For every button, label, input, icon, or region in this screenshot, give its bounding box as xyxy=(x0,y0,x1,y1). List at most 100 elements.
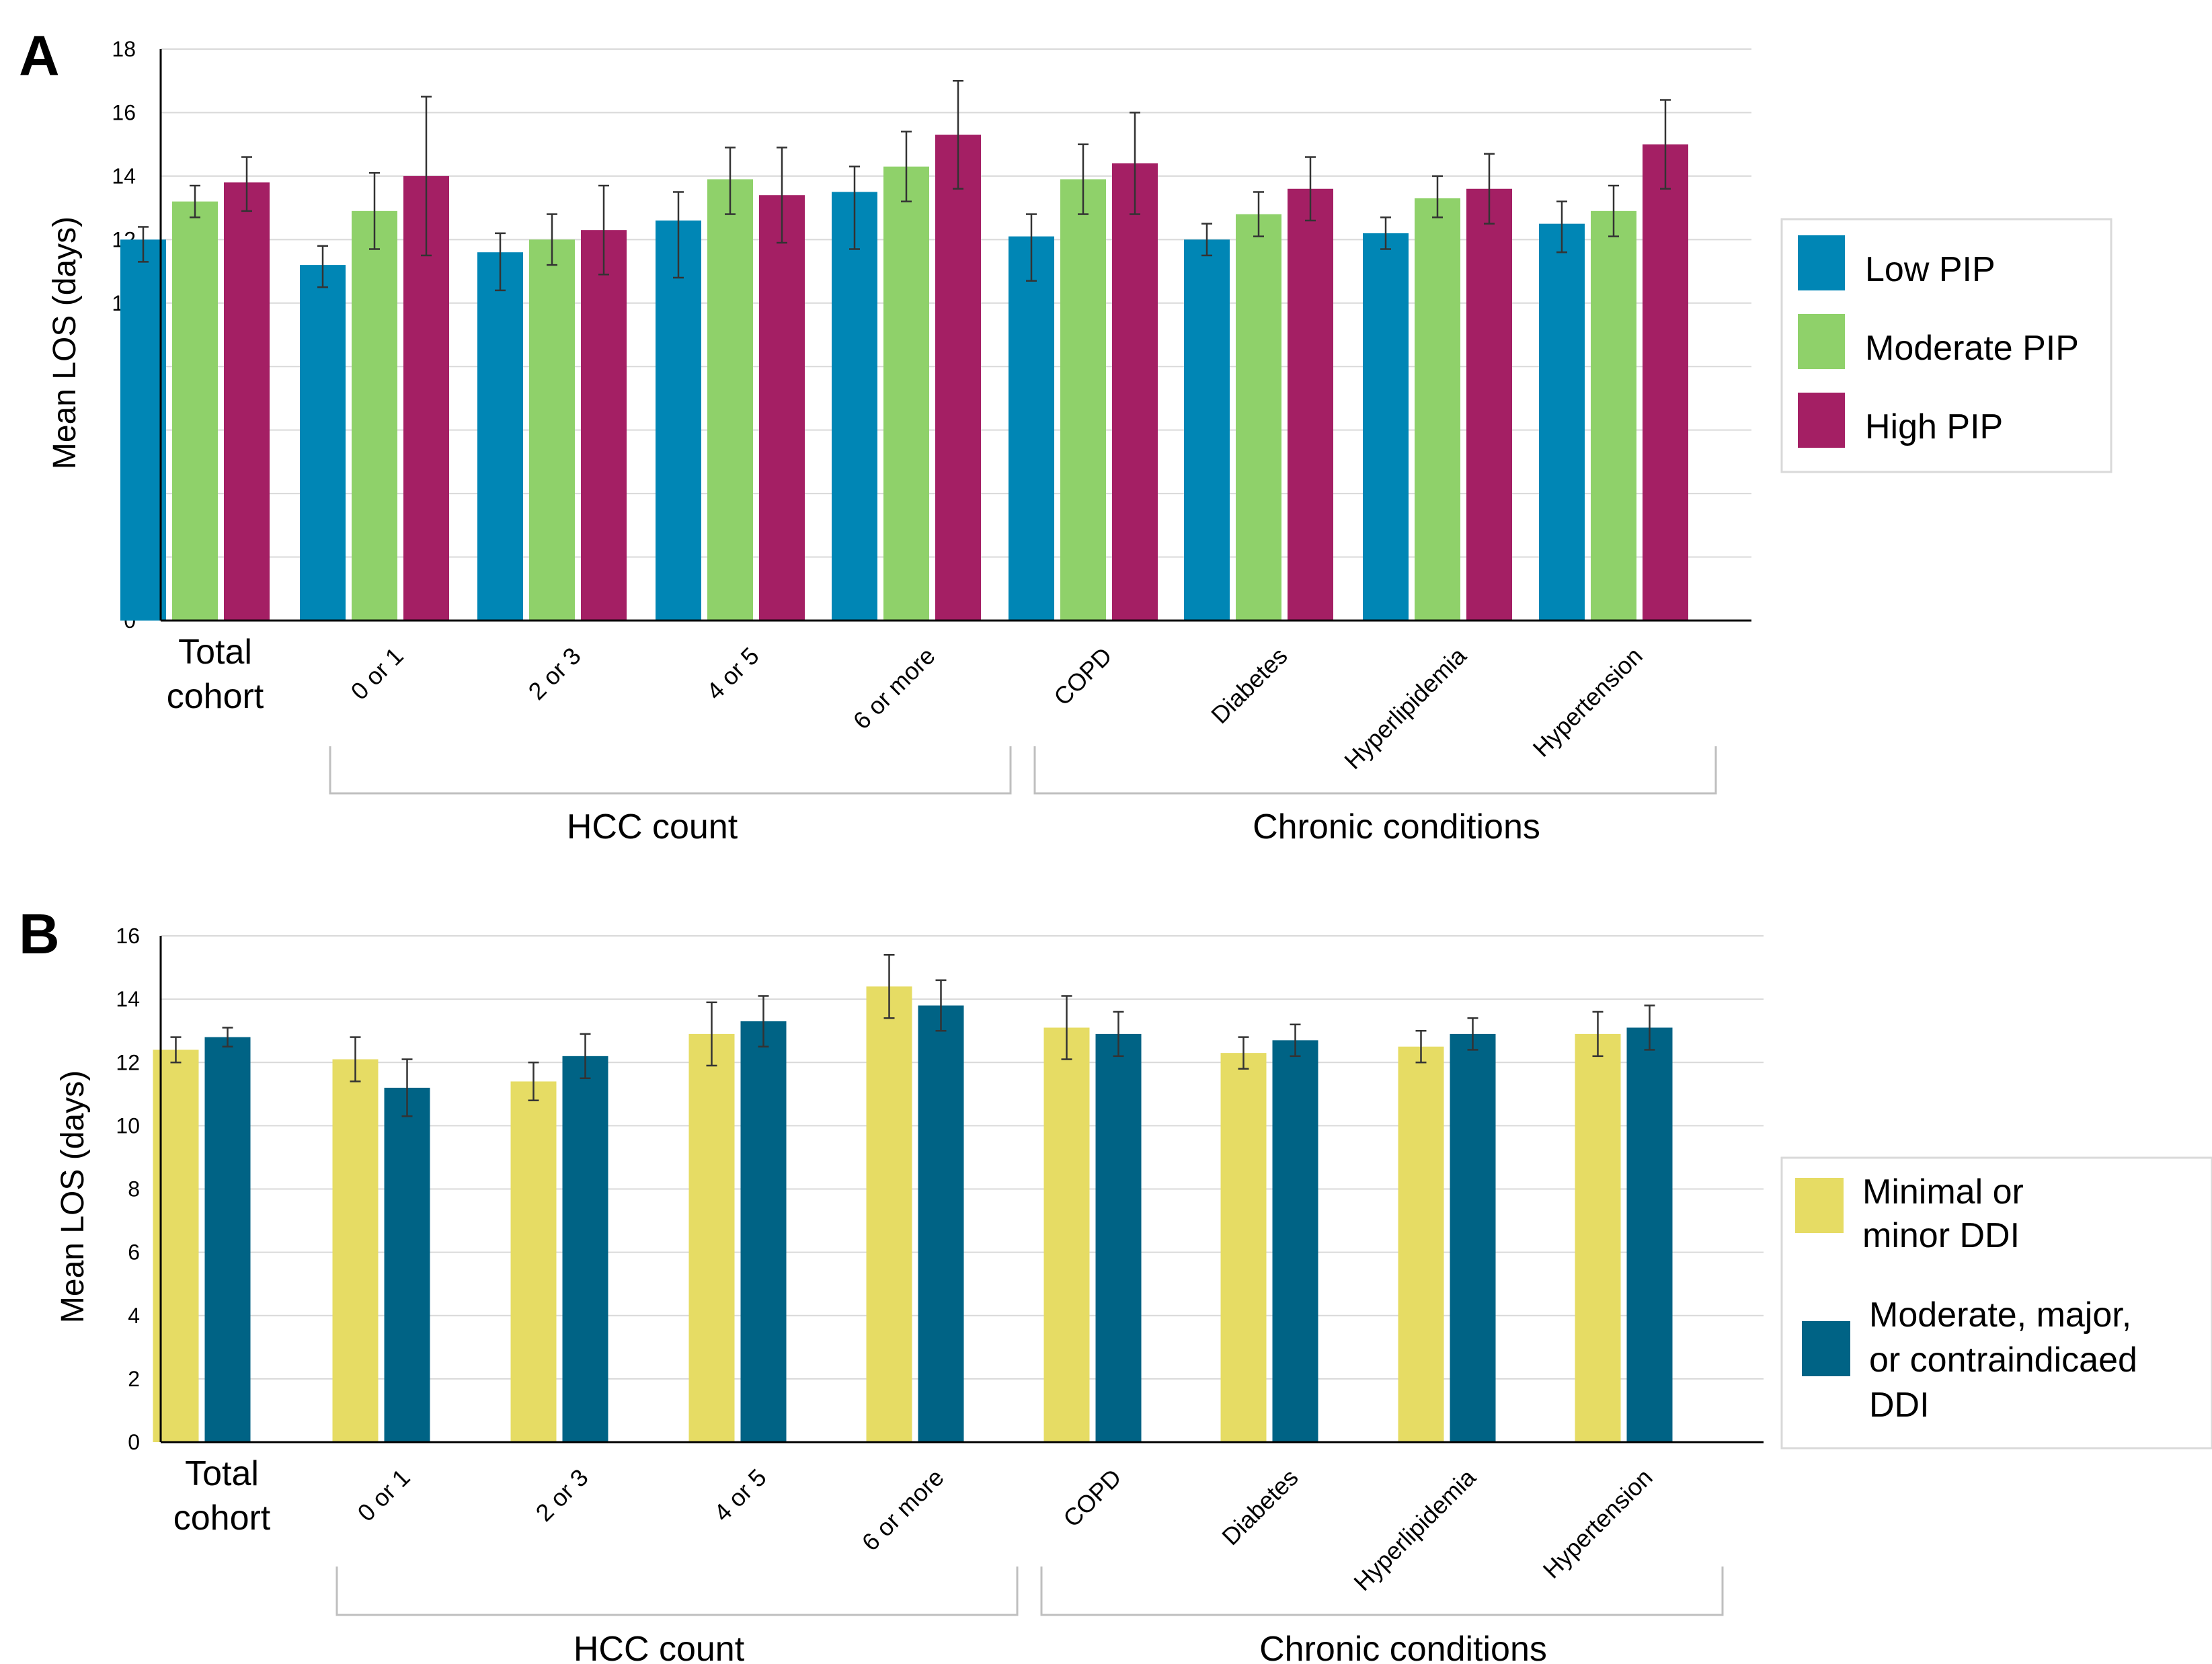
y-tick-label: 18 xyxy=(112,37,136,61)
bar-high-pip-total-cohort xyxy=(224,182,270,621)
y-axis-label: Mean LOS (days) xyxy=(55,1070,91,1323)
y-tick-label: 2 xyxy=(128,1367,140,1391)
bar-moderate-pip-2-or-3 xyxy=(529,239,575,621)
bar-high-pip-hyperlipidemia xyxy=(1466,188,1512,621)
bar-high-pip-copd xyxy=(1112,163,1158,621)
legend-swatch-minimal-or-minor-ddi xyxy=(1795,1178,1844,1233)
chart-panel-b: B 0 2 4 6 8 10 12 14 16 Mean LOS (days) Total cohort… xyxy=(19,902,2212,1664)
error-bar-moderate-major-or-contraindicaed-ddi-6-or-more xyxy=(935,979,947,1032)
bar-low-pip-2-or-3 xyxy=(477,252,523,621)
error-bar-moderate-major-or-contraindicaed-ddi-diabetes xyxy=(1290,1023,1301,1058)
x-category-label: Diabetes xyxy=(1206,642,1292,729)
y-tick-label: 16 xyxy=(116,924,140,948)
error-bar-low-pip-4-or-5 xyxy=(673,191,684,279)
x-category-label: 2 or 3 xyxy=(530,1464,594,1527)
bar-low-pip-diabetes xyxy=(1184,239,1230,621)
y-tick-label: 8 xyxy=(128,1177,140,1201)
x-category-label: COPD xyxy=(1048,642,1117,711)
error-bar-moderate-major-or-contraindicaed-ddi-4-or-5 xyxy=(758,995,769,1047)
panel-label: B xyxy=(19,902,60,965)
bar-minimal-or-minor-ddi-0-or-1 xyxy=(332,1059,379,1442)
x-category-label: Hyperlipidemia xyxy=(1339,641,1472,775)
legend-label-line: minor DDI xyxy=(1862,1216,2020,1255)
error-bar-low-pip-copd xyxy=(1026,213,1037,282)
error-bar-low-pip-0-or-1 xyxy=(317,245,328,288)
bar-minimal-or-minor-ddi-6-or-more xyxy=(866,986,912,1442)
bar-high-pip-4-or-5 xyxy=(759,195,805,621)
bar-minimal-or-minor-ddi-copd xyxy=(1043,1027,1090,1442)
y-axis-label: Mean LOS (days) xyxy=(47,216,83,469)
y-tick-label: 14 xyxy=(116,987,140,1011)
group-label-hcc-count: HCC count xyxy=(567,807,738,846)
x-category-label: Hyperlipidemia xyxy=(1348,1463,1481,1596)
bar-moderate-pip-total-cohort xyxy=(172,201,218,621)
error-bar-moderate-pip-copd xyxy=(1078,143,1089,215)
error-bar-moderate-major-or-contraindicaed-ddi-2-or-3 xyxy=(580,1033,591,1080)
error-bar-moderate-pip-diabetes xyxy=(1253,191,1264,237)
error-bar-minimal-or-minor-ddi-0-or-1 xyxy=(350,1036,361,1082)
bar-moderate-pip-hyperlipidemia xyxy=(1415,198,1460,621)
x-category-label: Total cohort xyxy=(167,633,264,716)
bar-moderate-major-or-contraindicaed-ddi-4-or-5 xyxy=(740,1021,787,1442)
y-tick-label: 0 xyxy=(128,1430,140,1454)
error-bar-low-pip-2-or-3 xyxy=(495,232,506,292)
bar-high-pip-hypertension xyxy=(1643,144,1688,621)
error-bar-high-pip-total-cohort xyxy=(241,156,252,212)
legend: Minimal or minor DDI Moderate, major, or co… xyxy=(1780,1156,2212,1450)
y-tick-label: 10 xyxy=(116,1113,140,1138)
error-bar-moderate-major-or-contraindicaed-ddi-hyperlipidemia xyxy=(1467,1017,1478,1051)
error-bar-minimal-or-minor-ddi-total-cohort xyxy=(170,1036,182,1064)
error-bar-moderate-pip-6-or-more xyxy=(901,130,912,202)
error-bar-moderate-pip-total-cohort xyxy=(190,184,200,219)
bar-moderate-major-or-contraindicaed-ddi-2-or-3 xyxy=(562,1056,608,1442)
error-bar-minimal-or-minor-ddi-copd xyxy=(1061,995,1072,1060)
bar-moderate-major-or-contraindicaed-ddi-hyperlipidemia xyxy=(1450,1033,1496,1442)
legend-label-line: or contraindicaed xyxy=(1869,1341,2137,1380)
panel-label: A xyxy=(19,24,60,87)
x-category-label: 0 or 1 xyxy=(352,1464,416,1527)
legend-label-moderate-major-or-contraindicaed-ddi: Moderate, major, or contraindicaed DDI xyxy=(1869,1296,2137,1425)
error-bar-moderate-major-or-contraindicaed-ddi-copd xyxy=(1113,1011,1124,1058)
error-bar-high-pip-6-or-more xyxy=(953,79,963,190)
error-bar-minimal-or-minor-ddi-diabetes xyxy=(1238,1036,1249,1070)
bar-low-pip-hyperlipidemia xyxy=(1363,233,1409,621)
error-bar-moderate-major-or-contraindicaed-ddi-total-cohort xyxy=(222,1027,233,1047)
x-category-label: 4 or 5 xyxy=(701,642,764,705)
x-category-label: 6 or more xyxy=(857,1464,949,1556)
legend-swatch-high-pip xyxy=(1798,393,1845,448)
error-bar-moderate-pip-2-or-3 xyxy=(547,213,557,266)
legend-label-line: Moderate, major, xyxy=(1869,1296,2131,1335)
group-bracket-hcc-count xyxy=(329,746,1012,795)
bar-low-pip-4-or-5 xyxy=(656,221,701,621)
group-bracket-hcc-count xyxy=(335,1567,1019,1616)
y-tick-label: 12 xyxy=(116,1050,140,1074)
legend: Low PIP Moderate PIP High PIP xyxy=(1780,218,2112,473)
legend-swatch-moderate-pip xyxy=(1798,314,1845,369)
bar-low-pip-0-or-1 xyxy=(300,265,346,621)
x-category-label: COPD xyxy=(1058,1464,1127,1533)
x-category-label: Total cohort xyxy=(173,1454,271,1538)
error-bar-low-pip-total-cohort xyxy=(138,226,149,263)
error-bar-low-pip-hypertension xyxy=(1556,200,1567,253)
error-bar-moderate-major-or-contraindicaed-ddi-0-or-1 xyxy=(401,1058,413,1117)
x-category-label-line: Total xyxy=(185,1454,259,1493)
legend-box xyxy=(1780,1156,2212,1450)
bar-moderate-major-or-contraindicaed-ddi-total-cohort xyxy=(204,1037,251,1442)
error-bar-moderate-major-or-contraindicaed-ddi-hypertension xyxy=(1644,1004,1655,1051)
x-category-label-line: Total xyxy=(178,633,252,672)
bar-moderate-major-or-contraindicaed-ddi-diabetes xyxy=(1272,1040,1318,1442)
error-bar-moderate-pip-4-or-5 xyxy=(725,147,736,215)
group-label-hcc-count: HCC count xyxy=(574,1630,745,1664)
error-bar-low-pip-diabetes xyxy=(1201,223,1212,257)
error-bar-high-pip-copd xyxy=(1130,112,1140,215)
bar-moderate-major-or-contraindicaed-ddi-6-or-more xyxy=(918,1005,964,1442)
bar-moderate-pip-copd xyxy=(1060,179,1106,621)
group-bracket-chronic-conditions xyxy=(1040,1567,1724,1616)
error-bar-moderate-pip-hyperlipidemia xyxy=(1432,175,1443,219)
group-bracket-chronic-conditions xyxy=(1033,746,1717,795)
group-label-chronic-conditions: Chronic conditions xyxy=(1253,807,1540,846)
error-bar-minimal-or-minor-ddi-6-or-more xyxy=(883,953,895,1019)
legend-label-low-pip: Low PIP xyxy=(1865,250,1996,289)
y-tick-label: 6 xyxy=(128,1240,140,1265)
error-bar-minimal-or-minor-ddi-hypertension xyxy=(1592,1011,1604,1058)
